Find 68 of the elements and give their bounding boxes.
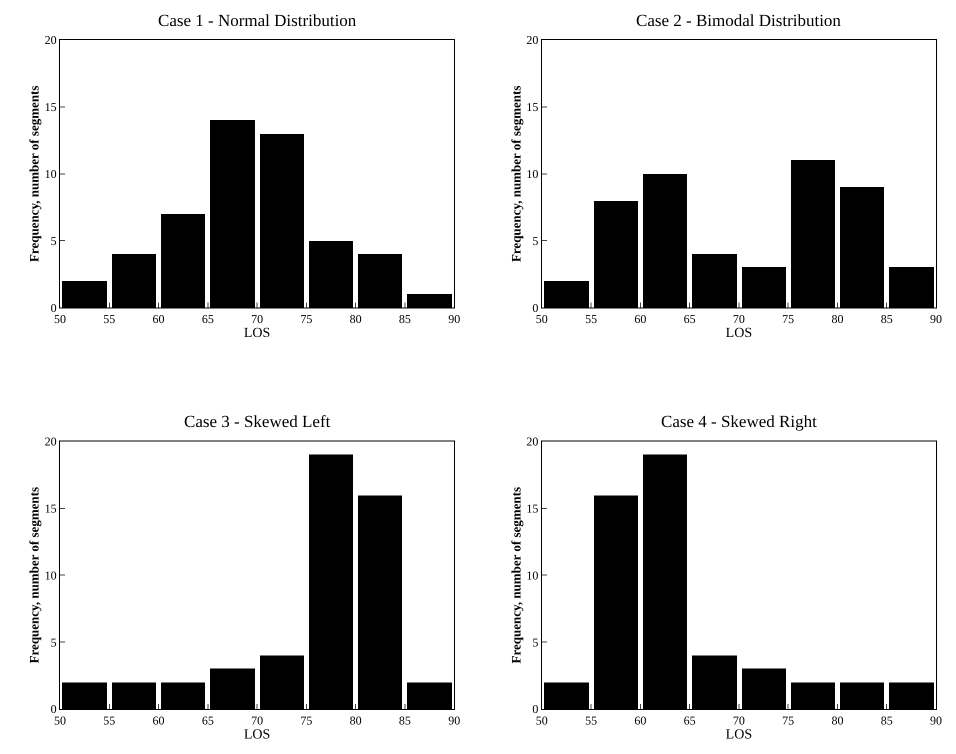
- y-tick-label: 10: [44, 568, 57, 582]
- x-tick-label: 90: [930, 713, 942, 728]
- y-tick-label: 5: [50, 635, 57, 650]
- y-axis-title: Frequency, number of segments: [508, 86, 524, 262]
- x-axis-title: LOS: [726, 727, 752, 742]
- x-tick-label: 50: [54, 312, 66, 326]
- y-tick-label: 10: [526, 167, 538, 181]
- x-tick-label: 70: [251, 713, 264, 728]
- x-tick-label: 65: [684, 312, 696, 326]
- chart-title: Case 1 - Normal Distribution: [158, 11, 357, 30]
- x-tick-label: 90: [448, 713, 460, 728]
- y-tick-label: 5: [532, 234, 538, 248]
- y-tick-label: 20: [44, 434, 57, 449]
- x-tick-label: 55: [103, 713, 116, 728]
- x-tick-label: 60: [152, 713, 165, 728]
- x-tick-label: 85: [398, 713, 411, 728]
- x-tick-label: 90: [448, 312, 460, 326]
- x-tick-label: 85: [880, 312, 893, 326]
- y-tick-label: 15: [44, 100, 57, 114]
- x-tick-label: 80: [831, 713, 844, 728]
- x-tick-label: 50: [536, 312, 548, 326]
- x-axis-title: LOS: [726, 326, 752, 341]
- y-tick-label: 5: [50, 234, 57, 248]
- y-axis-title: Frequency, number of segments: [508, 486, 524, 664]
- x-tick-label: 80: [831, 312, 844, 326]
- x-tick-label: 60: [634, 312, 646, 326]
- chart-title: Case 3 - Skewed Left: [184, 412, 331, 431]
- x-tick-label: 75: [300, 312, 312, 326]
- x-axis-title: LOS: [244, 326, 270, 341]
- y-tick-label: 0: [532, 702, 538, 716]
- y-axis-title: Frequency, number of segments: [26, 486, 42, 664]
- y-tick-label: 0: [50, 702, 57, 716]
- x-tick-label: 55: [103, 312, 116, 326]
- x-tick-label: 60: [152, 312, 165, 326]
- x-tick-label: 85: [398, 312, 411, 326]
- x-tick-label: 80: [350, 713, 362, 728]
- y-tick-label: 0: [50, 300, 57, 315]
- y-tick-label: 15: [44, 502, 57, 516]
- x-tick-label: 75: [782, 312, 794, 326]
- x-tick-label: 90: [930, 312, 942, 326]
- y-tick-label: 10: [526, 568, 538, 582]
- x-tick-label: 65: [684, 713, 696, 728]
- x-tick-label: 75: [782, 713, 794, 728]
- x-tick-label: 55: [585, 312, 598, 326]
- y-tick-label: 20: [44, 33, 57, 48]
- y-tick-label: 10: [44, 167, 57, 181]
- chart-title: Case 4 - Skewed Right: [661, 412, 818, 431]
- y-tick-label: 15: [526, 100, 538, 114]
- x-tick-label: 85: [880, 713, 893, 728]
- y-tick-label: 20: [526, 33, 538, 48]
- x-tick-label: 70: [732, 713, 745, 728]
- x-tick-label: 70: [732, 312, 745, 326]
- x-tick-label: 55: [585, 713, 598, 728]
- x-tick-label: 70: [251, 312, 264, 326]
- x-axis-title: LOS: [244, 727, 270, 742]
- y-tick-label: 0: [532, 300, 538, 315]
- y-axis-title: Frequency, number of segments: [26, 86, 42, 262]
- x-tick-label: 80: [350, 312, 362, 326]
- x-tick-label: 50: [54, 713, 66, 728]
- x-tick-label: 65: [202, 312, 214, 326]
- x-tick-label: 60: [634, 713, 646, 728]
- x-tick-label: 50: [536, 713, 548, 728]
- x-tick-label: 65: [202, 713, 214, 728]
- y-tick-label: 20: [526, 434, 538, 449]
- y-tick-label: 15: [526, 502, 538, 516]
- y-tick-label: 5: [532, 635, 538, 650]
- x-tick-label: 75: [300, 713, 312, 728]
- chart-title: Case 2 - Bimodal Distribution: [636, 11, 842, 30]
